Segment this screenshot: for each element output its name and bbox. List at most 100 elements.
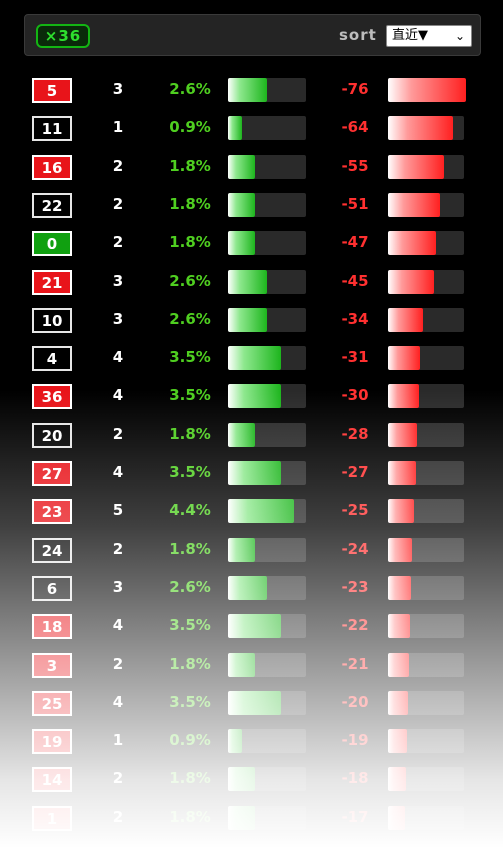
number-badge[interactable]: 6 [32, 576, 72, 601]
drought-bar-fill [388, 691, 408, 715]
stats-row: 36 4 3.5% -30 [0, 384, 503, 410]
number-badge[interactable]: 14 [32, 767, 72, 792]
percentage-bar [228, 78, 306, 102]
number-badge[interactable]: 23 [32, 499, 72, 524]
hit-count: 3 [112, 578, 124, 596]
number-badge[interactable]: 1 [32, 806, 72, 831]
drought-bar [388, 193, 464, 217]
number-badge[interactable]: 11 [32, 116, 72, 141]
hit-percentage: 1.8% [169, 157, 211, 175]
hit-count: 3 [112, 80, 124, 98]
drought-bar [388, 270, 464, 294]
percentage-bar [228, 806, 306, 830]
stats-row: 27 4 3.5% -27 [0, 461, 503, 487]
percentage-bar-fill [228, 499, 294, 523]
drought-count: -18 [341, 769, 369, 787]
hit-percentage: 3.5% [169, 348, 211, 366]
drought-bar-fill [388, 729, 407, 753]
sort-select-value: 直近▼ [392, 28, 428, 43]
number-badge[interactable]: 25 [32, 691, 72, 716]
number-badge[interactable]: 3 [32, 653, 72, 678]
percentage-bar-fill [228, 691, 281, 715]
percentage-bar-fill [228, 78, 267, 102]
percentage-bar [228, 346, 306, 370]
percentage-bar [228, 461, 306, 485]
percentage-bar-fill [228, 538, 255, 562]
drought-count: -31 [341, 348, 369, 366]
drought-bar-fill [388, 308, 423, 332]
hit-count: 1 [112, 731, 124, 749]
hit-percentage: 1.8% [169, 425, 211, 443]
number-badge[interactable]: 20 [32, 423, 72, 448]
percentage-bar-fill [228, 346, 281, 370]
stats-row: 0 2 1.8% -47 [0, 231, 503, 257]
number-badge[interactable]: 4 [32, 346, 72, 371]
drought-bar-fill [388, 384, 419, 408]
number-badge[interactable]: 22 [32, 193, 72, 218]
drought-bar [388, 346, 464, 370]
drought-count: -21 [341, 655, 369, 673]
number-badge[interactable]: 21 [32, 270, 72, 295]
stats-row: 19 1 0.9% -19 [0, 729, 503, 755]
percentage-bar [228, 384, 306, 408]
stats-row: 21 3 2.6% -45 [0, 270, 503, 296]
stats-row: 11 1 0.9% -64 [0, 116, 503, 142]
drought-bar [388, 538, 464, 562]
stats-row: 14 2 1.8% -18 [0, 767, 503, 793]
drought-count: -28 [341, 425, 369, 443]
number-badge[interactable]: 27 [32, 461, 72, 486]
hit-count: 2 [112, 425, 124, 443]
hit-percentage: 1.8% [169, 769, 211, 787]
drought-bar-fill [388, 614, 410, 638]
sort-select[interactable]: 直近▼ ⌄ [386, 25, 472, 47]
drought-bar-fill [388, 270, 434, 294]
drought-bar-fill [388, 346, 420, 370]
hit-percentage: 2.6% [169, 272, 211, 290]
percentage-bar [228, 653, 306, 677]
drought-bar [388, 653, 464, 677]
drought-count: -51 [341, 195, 369, 213]
number-badge[interactable]: 10 [32, 308, 72, 333]
drought-bar-fill [388, 767, 406, 791]
hit-count: 2 [112, 157, 124, 175]
number-badge[interactable]: 5 [32, 78, 72, 103]
stats-row: 18 4 3.5% -22 [0, 614, 503, 640]
drought-count: -24 [341, 540, 369, 558]
number-badge[interactable]: 16 [32, 155, 72, 180]
drought-bar [388, 308, 464, 332]
drought-bar [388, 691, 464, 715]
percentage-bar [228, 767, 306, 791]
percentage-bar-fill [228, 231, 255, 255]
hit-percentage: 2.6% [169, 310, 211, 328]
percentage-bar-fill [228, 384, 281, 408]
stats-row: 20 2 1.8% -28 [0, 423, 503, 449]
drought-bar [388, 155, 464, 179]
drought-count: -22 [341, 616, 369, 634]
drought-count: -55 [341, 157, 369, 175]
percentage-bar-fill [228, 116, 242, 140]
drought-bar-fill [388, 155, 444, 179]
chevron-down-icon: ⌄ [454, 29, 465, 43]
drought-bar [388, 384, 464, 408]
percentage-bar-fill [228, 576, 267, 600]
number-badge[interactable]: 0 [32, 231, 72, 256]
hit-percentage: 4.4% [169, 501, 211, 519]
header-bar: ×36 sort 直近▼ ⌄ [24, 14, 481, 56]
hit-percentage: 1.8% [169, 540, 211, 558]
number-badge[interactable]: 18 [32, 614, 72, 639]
hit-count: 2 [112, 655, 124, 673]
hit-count: 2 [112, 233, 124, 251]
number-badge[interactable]: 19 [32, 729, 72, 754]
stats-row: 1 2 1.8% -17 [0, 806, 503, 832]
percentage-bar-fill [228, 270, 267, 294]
drought-count: -34 [341, 310, 369, 328]
hit-count: 5 [112, 501, 124, 519]
drought-bar-fill [388, 116, 453, 140]
percentage-bar-fill [228, 155, 255, 179]
hit-percentage: 1.8% [169, 808, 211, 826]
number-badge[interactable]: 36 [32, 384, 72, 409]
percentage-bar-fill [228, 193, 255, 217]
number-badge[interactable]: 24 [32, 538, 72, 563]
hit-count: 2 [112, 769, 124, 787]
